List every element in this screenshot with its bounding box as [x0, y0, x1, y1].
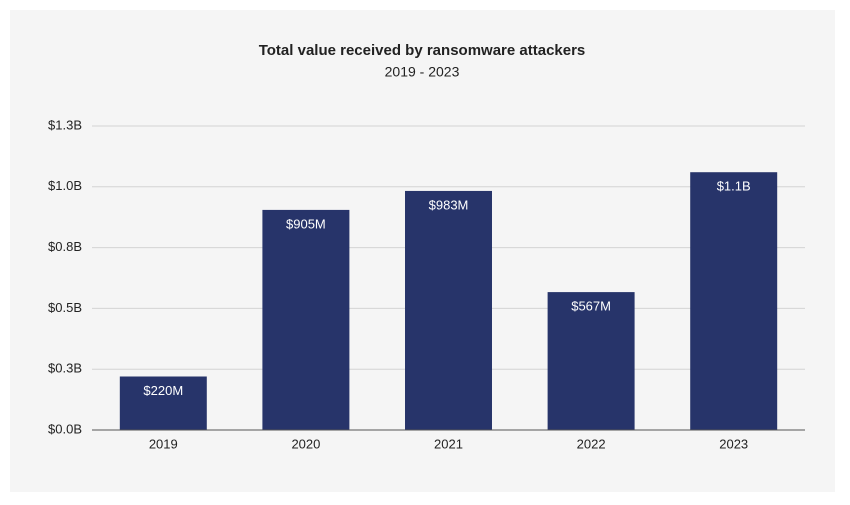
x-tick-label: 2023: [719, 436, 748, 451]
bar: [262, 209, 350, 430]
x-tick-label: 2021: [434, 436, 463, 451]
x-tick-label: 2020: [291, 436, 320, 451]
y-tick-label: $0.3B: [48, 361, 82, 376]
chart-title: Total value received by ransomware attac…: [259, 42, 586, 59]
value-label: $567M: [571, 299, 611, 314]
y-tick-label: $0.5B: [48, 300, 82, 315]
value-label: $905M: [286, 216, 326, 231]
value-label: $983M: [429, 197, 469, 212]
value-label: $220M: [143, 383, 183, 398]
bar: [405, 190, 492, 430]
chart-subtitle: 2019 - 2023: [385, 64, 460, 80]
y-tick-label: $0.0B: [48, 421, 82, 436]
bar: [690, 172, 778, 430]
y-tick-label: $0.8B: [48, 239, 82, 254]
y-tick-label: $1.3B: [48, 117, 82, 132]
bar: [547, 292, 635, 430]
x-tick-label: 2022: [577, 436, 606, 451]
bar: [119, 376, 207, 430]
y-tick-label: $1.0B: [48, 178, 82, 193]
x-tick-label: 2019: [149, 436, 178, 451]
value-label: $1.1B: [717, 179, 751, 194]
